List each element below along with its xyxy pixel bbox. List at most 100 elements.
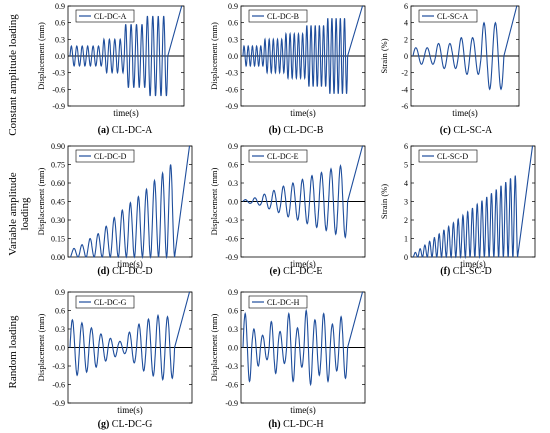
- y-tick-label: -2: [401, 69, 408, 78]
- y-tick-label: -0.9: [52, 399, 65, 408]
- legend-label: CL-DC-H: [267, 298, 300, 307]
- y-tick-label: 0: [404, 52, 408, 61]
- chart-f: 0 1 2 3 4 5 6 CL-SC-D time(s) Strain (%): [379, 142, 536, 269]
- y-tick-label: 0.0: [55, 344, 65, 353]
- y-axis-label: Displacement (mm): [36, 167, 46, 235]
- legend-box: [75, 295, 135, 309]
- y-tick-label: 0.6: [55, 19, 65, 28]
- y-tick-label: 0.45: [51, 198, 65, 207]
- y-tick-label: -0.6: [52, 381, 65, 390]
- x-axis-label: time(s): [290, 405, 316, 415]
- chart-e: -0.9 -0.6 -0.3 0.0 0.3 0.6 0.9 CL-DC-E time(s) Di…: [209, 142, 366, 269]
- y-tick-label: 2: [404, 35, 408, 44]
- y-tick-label: 3: [404, 198, 408, 207]
- y-tick-label: 0: [404, 253, 408, 262]
- y-tick-label: 4: [404, 19, 408, 28]
- y-tick-label: 1: [404, 235, 408, 244]
- y-tick-label: -0.3: [225, 216, 238, 225]
- legend-box: [418, 9, 478, 23]
- y-tick-label: 0.3: [228, 35, 238, 44]
- legend-label: CL-DC-D: [94, 152, 127, 161]
- legend-box: [75, 149, 135, 163]
- chart-h: -0.9 -0.6 -0.3 0.0 0.3 0.6 0.9 CL-DC-H time(s) Di…: [209, 288, 366, 415]
- y-axis-label: Displacement (mm): [209, 22, 219, 90]
- y-axis-label: Strain (%): [379, 38, 389, 73]
- y-tick-label: 0.0: [228, 198, 238, 207]
- series-line: [69, 291, 191, 381]
- y-tick-label: 5: [404, 161, 408, 170]
- x-axis-label: time(s): [117, 405, 143, 415]
- legend-label: CL-DC-E: [267, 152, 299, 161]
- legend-box: [75, 9, 135, 23]
- y-tick-label: -0.6: [52, 85, 65, 94]
- chart-d: 0.00 0.15 0.30 0.45 0.60 0.75 0.90 CL-DC-D time(…: [36, 142, 193, 269]
- caption-b: (b) CL-DC-B: [268, 125, 324, 136]
- caption-f: (f) CL-SC-D: [440, 266, 492, 277]
- x-axis-label: time(s): [290, 108, 316, 118]
- series-line: [69, 145, 191, 260]
- x-axis-label: time(s): [117, 259, 143, 269]
- y-tick-label: 0.60: [51, 179, 65, 188]
- legend-label: CL-DC-B: [267, 12, 299, 21]
- y-tick-label: 0.3: [55, 325, 65, 334]
- series-line: [242, 291, 364, 387]
- y-tick-label: -0.9: [225, 399, 238, 408]
- series-line: [242, 145, 364, 239]
- y-tick-label: 0.0: [55, 52, 65, 61]
- y-tick-label: 0.9: [228, 142, 238, 151]
- y-tick-label: 0.0: [228, 52, 238, 61]
- y-tick-label: -0.9: [225, 102, 238, 111]
- legend-box: [248, 149, 308, 163]
- y-tick-label: 0.90: [51, 142, 65, 151]
- y-tick-label: -0.3: [52, 362, 65, 371]
- legend-box: [248, 295, 308, 309]
- y-tick-label: 0.9: [55, 288, 65, 297]
- y-tick-label: 0.9: [228, 288, 238, 297]
- legend-label: CL-DC-G: [94, 298, 127, 307]
- series-line: [242, 5, 364, 94]
- x-axis-label: time(s): [290, 259, 316, 269]
- y-tick-label: -4: [401, 85, 408, 94]
- y-tick-label: -0.6: [225, 235, 238, 244]
- y-tick-label: 0.9: [55, 2, 65, 11]
- y-tick-label: 0.30: [51, 216, 65, 225]
- chart-a: -0.9 -0.6 -0.3 0.0 0.3 0.6 0.9 CL-DC-A time(s) Di…: [36, 2, 185, 118]
- y-tick-label: 6: [404, 142, 408, 151]
- legend-label: CL-SC-D: [437, 152, 468, 161]
- y-tick-label: 0.75: [51, 161, 65, 170]
- y-tick-label: 2: [404, 216, 408, 225]
- legend-label: CL-DC-A: [94, 12, 127, 21]
- y-axis-label: Displacement (mm): [209, 167, 219, 235]
- chart-c: -6 -4 -2 0 2 4 6 CL-SC-A time(s) Strain (%): [379, 2, 520, 118]
- y-tick-label: -0.6: [225, 381, 238, 390]
- x-axis-label: time(s): [113, 108, 139, 118]
- y-tick-label: 0.9: [228, 2, 238, 11]
- caption-d: (d) CL-DC-D: [97, 266, 153, 277]
- series-line: [412, 5, 518, 91]
- y-tick-label: -6: [401, 102, 408, 111]
- caption-a: (a) CL-DC-A: [97, 125, 153, 136]
- y-tick-label: -0.9: [52, 102, 65, 111]
- y-tick-label: 0.00: [51, 253, 65, 262]
- y-tick-label: 6: [404, 2, 408, 11]
- y-tick-label: 0.6: [228, 307, 238, 316]
- chart-g: -0.9 -0.6 -0.3 0.0 0.3 0.6 0.9 CL-DC-G time(s) Di…: [36, 288, 193, 415]
- y-tick-label: 0.6: [228, 19, 238, 28]
- y-tick-label: 0.0: [228, 344, 238, 353]
- y-tick-label: 4: [404, 179, 408, 188]
- y-tick-label: 0.6: [55, 307, 65, 316]
- chart-b: -0.9 -0.6 -0.3 0.0 0.3 0.6 0.9 CL-DC-B time(s) Di…: [209, 2, 366, 118]
- legend-box: [418, 149, 478, 163]
- caption-c: (c) CL-SC-A: [439, 125, 493, 136]
- y-tick-label: -0.6: [225, 85, 238, 94]
- y-axis-label: Strain (%): [379, 184, 389, 219]
- y-tick-label: 0.15: [51, 235, 65, 244]
- caption-h: (h) CL-DC-H: [268, 419, 324, 430]
- y-axis-label: Displacement (mm): [209, 313, 219, 381]
- legend-label: CL-SC-A: [437, 12, 468, 21]
- y-tick-label: -0.9: [225, 253, 238, 262]
- y-tick-label: 0.6: [228, 161, 238, 170]
- y-tick-label: -0.3: [225, 69, 238, 78]
- caption-e: (e) CL-DC-E: [269, 266, 323, 277]
